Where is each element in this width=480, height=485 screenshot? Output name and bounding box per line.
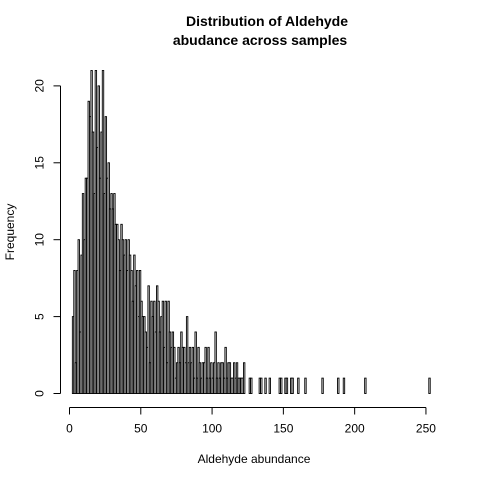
histogram-bar [185,316,189,394]
chart-title-line-2: abudance across samples [173,32,348,48]
histogram-bar [321,377,324,394]
histogram-bar [173,346,176,394]
x-tick-label: 250 [416,422,436,436]
histogram-bar [224,346,227,394]
y-tick-label: 15 [33,156,47,170]
histogram-bar [428,377,431,394]
histogram-bar [242,362,246,394]
x-tick-label: 200 [345,422,365,436]
histogram-bar [204,346,207,394]
x-tick-label: 100 [202,422,222,436]
histogram-bar [191,346,194,394]
y-axis: 0 5 10 15 20 [33,79,61,397]
x-tick-label: 50 [134,422,148,436]
y-tick-label: 0 [33,390,47,397]
histogram-bar [77,239,80,394]
histogram-bar [264,377,267,394]
y-tick-label: 10 [33,233,47,247]
x-axis: 0 50 100 150 200 250 [66,407,436,436]
histogram-bar [342,377,346,394]
histogram-bar [280,377,283,394]
histogram-bar [214,331,217,394]
histogram-bar [164,300,167,394]
y-axis-label: Frequency [3,204,17,261]
x-tick-label: 0 [66,422,73,436]
histogram-bar [297,377,300,394]
histogram-bar [285,377,289,394]
x-tick-label: 150 [273,422,293,436]
x-axis-label: Aldehyde abundance [198,452,311,466]
histogram-bar [268,377,271,394]
histogram-bars [71,70,431,394]
histogram-bar [337,377,340,394]
histogram-bar [147,285,150,394]
y-tick-label: 20 [33,79,47,93]
histogram-bar [250,377,253,394]
histogram-bar [73,270,76,394]
histogram-bar [364,377,367,394]
chart-title-line-1: Distribution of Aldehyde [186,13,348,29]
histogram-bar [291,377,294,394]
y-tick-label: 5 [33,313,47,320]
histogram-bar [194,331,197,394]
histogram-bar [304,377,307,394]
histogram-bar [260,377,263,394]
histogram-bar [207,346,210,394]
